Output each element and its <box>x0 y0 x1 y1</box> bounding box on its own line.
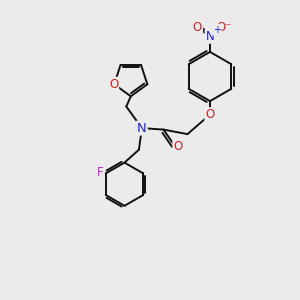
Text: N: N <box>137 122 147 135</box>
Text: N: N <box>206 30 214 43</box>
Text: O: O <box>193 21 202 34</box>
Text: O⁻: O⁻ <box>216 21 232 34</box>
Text: O: O <box>109 78 118 91</box>
Text: +: + <box>213 25 220 35</box>
Text: O: O <box>206 108 214 121</box>
Text: O: O <box>173 140 182 154</box>
Text: F: F <box>97 166 104 179</box>
